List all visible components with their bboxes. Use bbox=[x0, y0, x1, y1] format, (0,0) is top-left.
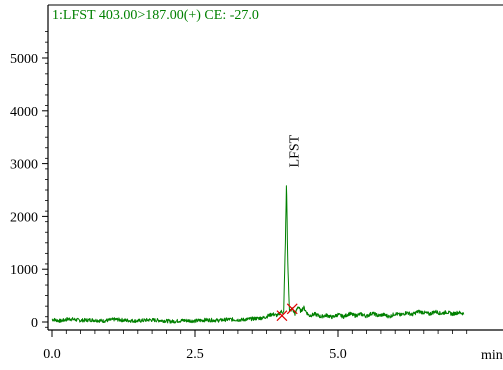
y-tick-label: 1000 bbox=[10, 263, 38, 278]
peak-label: LFST bbox=[288, 134, 303, 167]
y-tick-label: 2000 bbox=[10, 210, 38, 225]
series-line bbox=[51, 185, 465, 324]
x-tick-label: 2.5 bbox=[186, 347, 204, 362]
annotation-layer: LFST bbox=[276, 134, 303, 322]
y-tick-label: 3000 bbox=[10, 158, 38, 173]
series-layer bbox=[51, 185, 465, 324]
y-tick-label: 5000 bbox=[10, 52, 38, 67]
integration-mark bbox=[276, 310, 288, 322]
x-tick-label: 0.0 bbox=[43, 347, 61, 362]
x-axis-unit-label: min bbox=[481, 348, 503, 363]
y-ticks: 0 1000 2000 3000 4000 5000 bbox=[10, 31, 48, 331]
x-tick-label: 5.0 bbox=[329, 347, 347, 362]
y-tick-label: 4000 bbox=[10, 105, 38, 120]
plot-area bbox=[47, 4, 503, 331]
chart-title: 1:LFST 403.00>187.00(+) CE: -27.0 bbox=[52, 8, 259, 23]
integration-mark bbox=[286, 303, 298, 315]
y-tick-label: 0 bbox=[31, 316, 38, 331]
x-ticks: 0.0 2.5 5.0 bbox=[43, 330, 468, 362]
